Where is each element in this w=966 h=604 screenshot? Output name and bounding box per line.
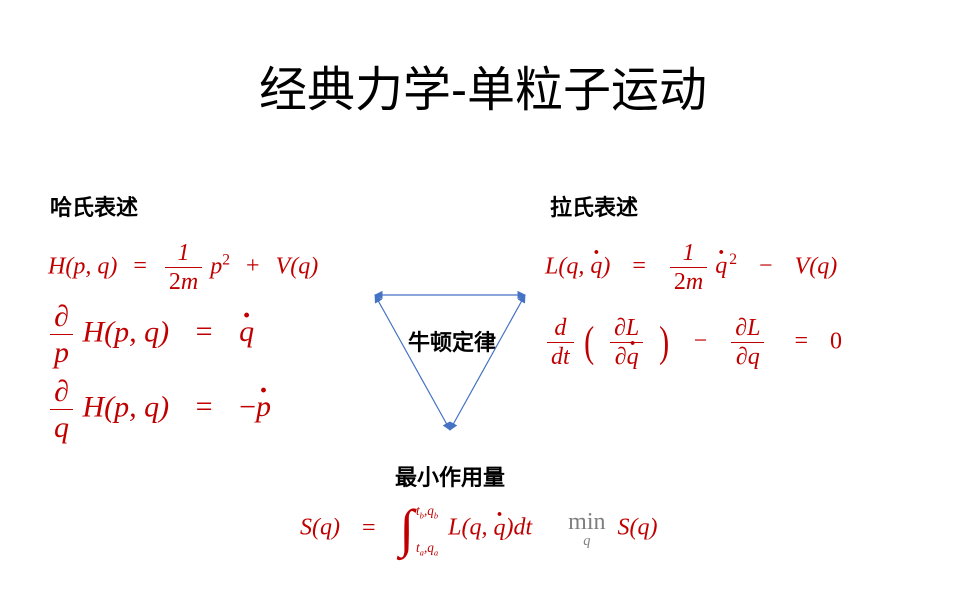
frac-num: ∂ [50, 300, 73, 335]
q-dot: q [494, 515, 506, 542]
eq-hamilton-eq2: ∂q H(p, q) = −p [48, 375, 271, 444]
eq-text: H(p, q) [83, 315, 170, 348]
q-dot: q [590, 253, 602, 280]
eq-text: H(p, q) [48, 253, 117, 279]
frac-num: ∂L [610, 315, 643, 343]
p-dot: p [256, 390, 271, 424]
frac-num: 1 [165, 240, 202, 268]
eq-text: S(q) [300, 515, 340, 541]
eq-text: S(q) [618, 515, 658, 541]
eq-text: L(q, [545, 253, 590, 279]
frac-den: dt [547, 343, 574, 370]
frac-den: ∂q [610, 343, 643, 370]
eq-text: L(q, [448, 515, 493, 541]
eq-text: p [210, 253, 222, 279]
q-dot: q [239, 315, 254, 349]
frac-den: q [50, 410, 73, 444]
min-operator: min q [568, 510, 605, 548]
frac-num: ∂L [731, 315, 764, 343]
frac-den: 2m [165, 268, 202, 295]
frac-den: ∂q [731, 343, 764, 370]
eq-text: ) [602, 253, 610, 279]
q-dot: q [715, 253, 727, 280]
eq-lagrangian-def: L(q, q) = 12m q2 − V(q) [545, 240, 837, 296]
label-least-action: 最小作用量 [395, 460, 505, 492]
eq-hamiltonian-def: H(p, q) = 12m p2 + V(q) [48, 240, 318, 296]
frac-den: p [50, 335, 73, 369]
eq-text: )dt [506, 515, 533, 541]
integral-limits: tb,qb ta,qa [416, 516, 438, 542]
eq-euler-lagrange: ddt ( ∂L∂q ) − ∂L∂q = 0 [545, 315, 842, 371]
frac-num: 1 [670, 240, 707, 268]
frac-den: 2m [670, 268, 707, 295]
label-hamiltonian: 哈氏表述 [50, 190, 138, 222]
eq-text: V(q) [276, 253, 319, 279]
frac-num: ∂ [50, 375, 73, 410]
eq-action: S(q) = ∫ tb,qb ta,qa L(q, q)dt min q S(q… [300, 510, 658, 548]
eq-hamilton-eq1: ∂p H(p, q) = q [48, 300, 254, 369]
label-lagrangian: 拉氏表述 [550, 190, 638, 222]
eq-text: 0 [830, 328, 842, 354]
eq-text: H(p, q) [83, 390, 170, 423]
frac-num: d [547, 315, 574, 343]
page-title: 经典力学-单粒子运动 [0, 50, 966, 120]
triangle-diagram [355, 285, 545, 440]
eq-text: V(q) [795, 253, 838, 279]
